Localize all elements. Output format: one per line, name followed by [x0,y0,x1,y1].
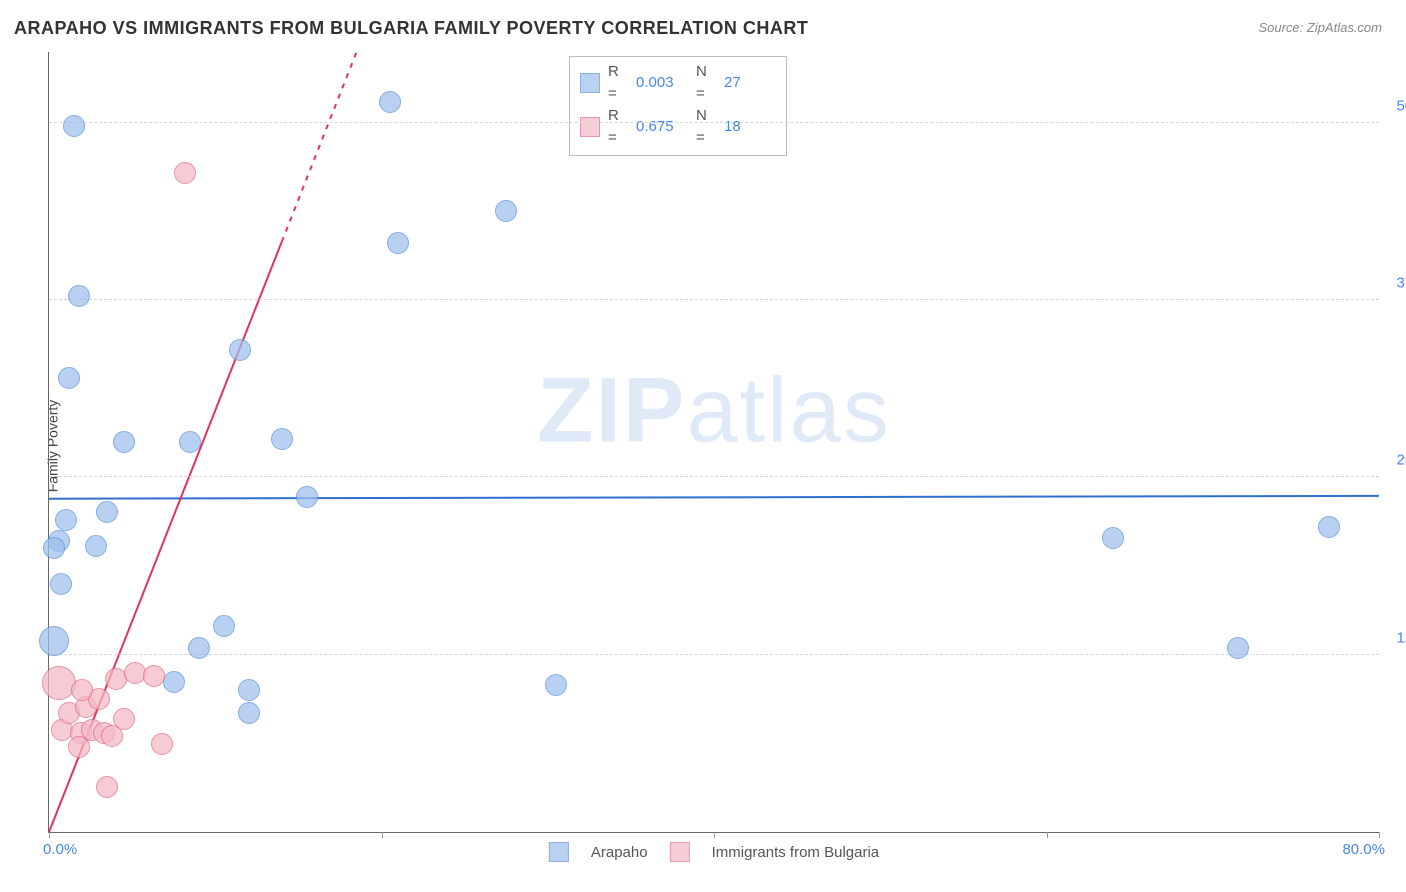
data-point [387,232,409,254]
legend-swatch [580,117,600,137]
data-point [1227,637,1249,659]
gridline [49,476,1379,477]
x-tick [1047,832,1048,838]
gridline [49,122,1379,123]
data-point [143,665,165,687]
source-credit: Source: ZipAtlas.com [1258,20,1382,35]
data-point [163,671,185,693]
data-point [379,91,401,113]
legend-n-value: 27 [724,72,776,94]
data-point [1318,516,1340,538]
legend-swatch [670,842,690,862]
legend-series-label: Arapaho [591,844,648,861]
data-point [85,535,107,557]
chart-title: ARAPAHO VS IMMIGRANTS FROM BULGARIA FAMI… [14,18,808,39]
y-tick-label: 37.5% [1385,275,1406,292]
legend-series: Arapaho Immigrants from Bulgaria [549,842,879,862]
data-point [238,679,260,701]
x-tick [1379,832,1380,838]
data-point [101,725,123,747]
chart-container: ARAPAHO VS IMMIGRANTS FROM BULGARIA FAMI… [0,0,1406,892]
data-point [68,736,90,758]
data-point [96,776,118,798]
x-tick-min: 0.0% [43,841,77,858]
source-name: ZipAtlas.com [1307,20,1382,35]
data-point [271,428,293,450]
legend-swatch [549,842,569,862]
x-tick [714,832,715,838]
legend-r-value: 0.003 [636,72,688,94]
legend-n-value: 18 [724,116,776,138]
legend-stats: R = 0.003 N = 27 R = 0.675 N = 18 [569,56,787,156]
legend-stats-row: R = 0.675 N = 18 [580,105,776,149]
data-point [151,733,173,755]
data-point [495,200,517,222]
y-tick-label: 50.0% [1385,97,1406,114]
data-point [174,162,196,184]
data-point [229,339,251,361]
legend-r-label: R = [608,61,628,105]
data-point [238,702,260,724]
data-point [39,626,69,656]
source-prefix: Source: [1258,20,1306,35]
gridline [49,654,1379,655]
data-point [43,537,65,559]
data-point [96,501,118,523]
data-point [63,115,85,137]
data-point [71,679,93,701]
x-tick [382,832,383,838]
data-point [1102,527,1124,549]
data-point [105,668,127,690]
data-point [296,486,318,508]
legend-r-value: 0.675 [636,116,688,138]
y-tick-label: 25.0% [1385,452,1406,469]
data-point [545,674,567,696]
data-point [68,285,90,307]
legend-r-label: R = [608,105,628,149]
legend-swatch [580,73,600,93]
data-point [213,615,235,637]
data-point [188,637,210,659]
data-point [42,666,76,700]
legend-stats-row: R = 0.003 N = 27 [580,61,776,105]
data-point [50,573,72,595]
watermark: ZIPatlas [537,358,890,463]
legend-n-label: N = [696,105,716,149]
legend-series-label: Immigrants from Bulgaria [712,844,880,861]
data-point [113,431,135,453]
data-point [55,509,77,531]
x-tick-max: 80.0% [1342,841,1385,858]
y-tick-label: 12.5% [1385,629,1406,646]
gridline [49,299,1379,300]
x-tick [49,832,50,838]
legend-n-label: N = [696,61,716,105]
scatter-plot: ZIPatlas R = 0.003 N = 27 R = 0.675 N = … [48,52,1379,833]
data-point [179,431,201,453]
data-point [58,367,80,389]
